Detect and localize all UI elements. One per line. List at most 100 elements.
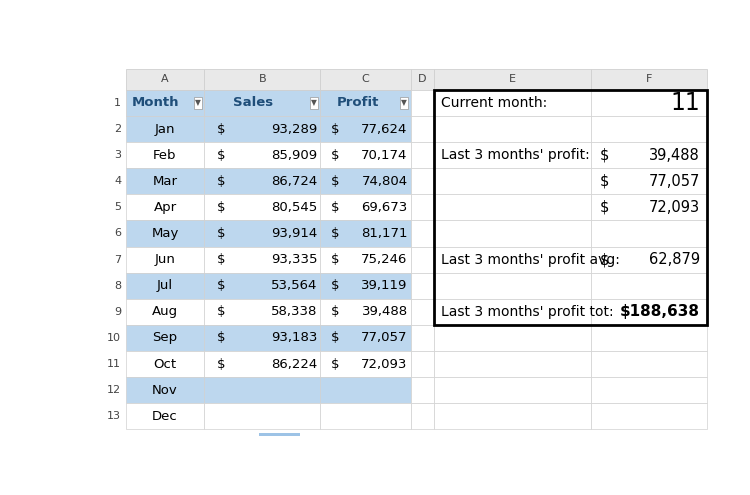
Bar xyxy=(126,247,204,273)
Text: D: D xyxy=(418,74,427,85)
Bar xyxy=(320,116,410,142)
Text: 5: 5 xyxy=(114,202,121,212)
Bar xyxy=(320,247,410,273)
Text: $: $ xyxy=(600,200,610,215)
Bar xyxy=(320,299,410,325)
Text: Sales: Sales xyxy=(233,97,273,109)
Text: Aug: Aug xyxy=(152,305,178,318)
Text: $: $ xyxy=(331,305,340,318)
Bar xyxy=(433,377,591,403)
Text: 12: 12 xyxy=(107,385,121,395)
Text: Jan: Jan xyxy=(154,123,176,136)
Bar xyxy=(320,325,410,351)
Bar xyxy=(320,195,410,220)
Text: Oct: Oct xyxy=(154,357,176,371)
Bar xyxy=(433,69,591,90)
Text: 1: 1 xyxy=(114,98,121,108)
Bar xyxy=(591,351,707,377)
Bar xyxy=(591,299,707,325)
Bar xyxy=(433,90,591,116)
Text: Sep: Sep xyxy=(152,332,178,345)
Bar xyxy=(126,90,204,116)
Bar xyxy=(591,168,707,195)
Bar xyxy=(591,142,707,168)
Text: Jul: Jul xyxy=(157,279,173,292)
Bar xyxy=(204,273,320,299)
Bar xyxy=(410,142,434,168)
Text: 85,909: 85,909 xyxy=(272,148,317,162)
Text: 39,488: 39,488 xyxy=(362,305,408,318)
Text: $188,638: $188,638 xyxy=(620,304,700,319)
Bar xyxy=(410,351,434,377)
Bar xyxy=(433,195,591,220)
Text: $: $ xyxy=(217,227,226,240)
Bar xyxy=(204,90,320,116)
Text: 72,093: 72,093 xyxy=(362,357,408,371)
Text: $: $ xyxy=(217,175,226,188)
Text: $: $ xyxy=(217,279,226,292)
Text: $: $ xyxy=(217,357,226,371)
Text: 6: 6 xyxy=(114,229,121,239)
Text: $: $ xyxy=(331,123,340,136)
Bar xyxy=(591,116,707,142)
Text: 58,338: 58,338 xyxy=(272,305,317,318)
Bar xyxy=(204,195,320,220)
Bar xyxy=(320,273,410,299)
Text: ▼: ▼ xyxy=(195,99,201,107)
Bar xyxy=(591,273,707,299)
Bar xyxy=(410,299,434,325)
Text: Jun: Jun xyxy=(154,253,176,266)
Bar xyxy=(410,116,434,142)
Text: 70,174: 70,174 xyxy=(362,148,408,162)
Text: 86,224: 86,224 xyxy=(272,357,317,371)
Bar xyxy=(591,247,707,273)
Text: F: F xyxy=(646,74,652,85)
Bar xyxy=(320,142,410,168)
Text: $: $ xyxy=(331,357,340,371)
Text: $: $ xyxy=(217,305,226,318)
Bar xyxy=(126,377,204,403)
Bar xyxy=(591,403,707,429)
Text: 2: 2 xyxy=(114,124,121,134)
Bar xyxy=(126,195,204,220)
Text: 81,171: 81,171 xyxy=(362,227,408,240)
Text: $: $ xyxy=(600,148,610,163)
Text: Current month:: Current month: xyxy=(441,96,547,110)
Text: C: C xyxy=(362,74,369,85)
Bar xyxy=(320,377,410,403)
Bar xyxy=(433,247,591,273)
Bar xyxy=(126,168,204,195)
Text: Last 3 months' profit:: Last 3 months' profit: xyxy=(441,148,590,162)
Bar xyxy=(591,377,707,403)
Bar xyxy=(433,90,707,325)
Bar xyxy=(320,220,410,247)
Bar xyxy=(410,377,434,403)
Bar xyxy=(126,116,204,142)
Bar xyxy=(591,195,707,220)
Bar xyxy=(591,90,707,116)
Text: $: $ xyxy=(217,148,226,162)
Text: $: $ xyxy=(331,227,340,240)
Text: $: $ xyxy=(217,123,226,136)
Text: 93,914: 93,914 xyxy=(272,227,317,240)
Bar xyxy=(204,116,320,142)
Text: 74,804: 74,804 xyxy=(362,175,408,188)
Text: Dec: Dec xyxy=(152,410,178,423)
Text: 93,289: 93,289 xyxy=(272,123,317,136)
Text: $: $ xyxy=(331,279,340,292)
Bar xyxy=(410,403,434,429)
Bar xyxy=(433,351,591,377)
Text: $: $ xyxy=(217,332,226,345)
Bar xyxy=(433,273,591,299)
Text: $: $ xyxy=(217,201,226,214)
Text: $: $ xyxy=(600,252,610,267)
Text: Month: Month xyxy=(132,97,179,109)
Bar xyxy=(320,90,410,116)
Text: 62,879: 62,879 xyxy=(649,252,700,267)
Text: 69,673: 69,673 xyxy=(362,201,408,214)
Bar xyxy=(204,377,320,403)
Text: 93,335: 93,335 xyxy=(271,253,317,266)
Bar xyxy=(433,220,591,247)
Text: 10: 10 xyxy=(107,333,121,343)
Text: Mar: Mar xyxy=(152,175,178,188)
